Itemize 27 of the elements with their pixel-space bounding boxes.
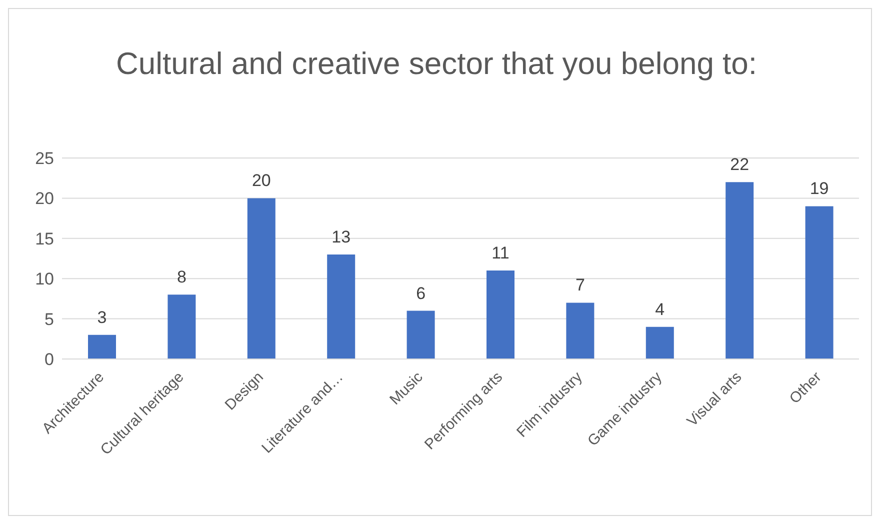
bar (486, 270, 514, 359)
y-tick-label: 20 (35, 189, 54, 208)
data-label: 22 (730, 155, 750, 174)
bar (168, 294, 196, 359)
y-tick-label: 15 (35, 229, 54, 248)
y-tick-label: 0 (44, 350, 54, 370)
y-tick-label: 25 (35, 149, 54, 168)
y-tick-label: 10 (35, 270, 54, 289)
data-label: 19 (810, 179, 829, 198)
bar (646, 326, 674, 359)
bar (88, 334, 116, 359)
data-label: 4 (655, 300, 665, 319)
bar (247, 198, 276, 359)
bar (327, 254, 356, 359)
y-tick-label: 5 (44, 310, 54, 329)
bar (805, 206, 834, 359)
bar (406, 310, 435, 359)
data-label: 6 (416, 284, 426, 303)
chart-title: Cultural and creative sector that you belong to: (114, 45, 758, 83)
data-label: 8 (176, 268, 186, 287)
bar (726, 182, 754, 359)
data-label: 7 (575, 276, 585, 295)
data-label: 20 (252, 171, 271, 190)
data-label: 3 (97, 308, 107, 327)
data-label: 13 (332, 227, 351, 246)
data-label: 11 (492, 244, 510, 263)
bar (566, 302, 594, 359)
